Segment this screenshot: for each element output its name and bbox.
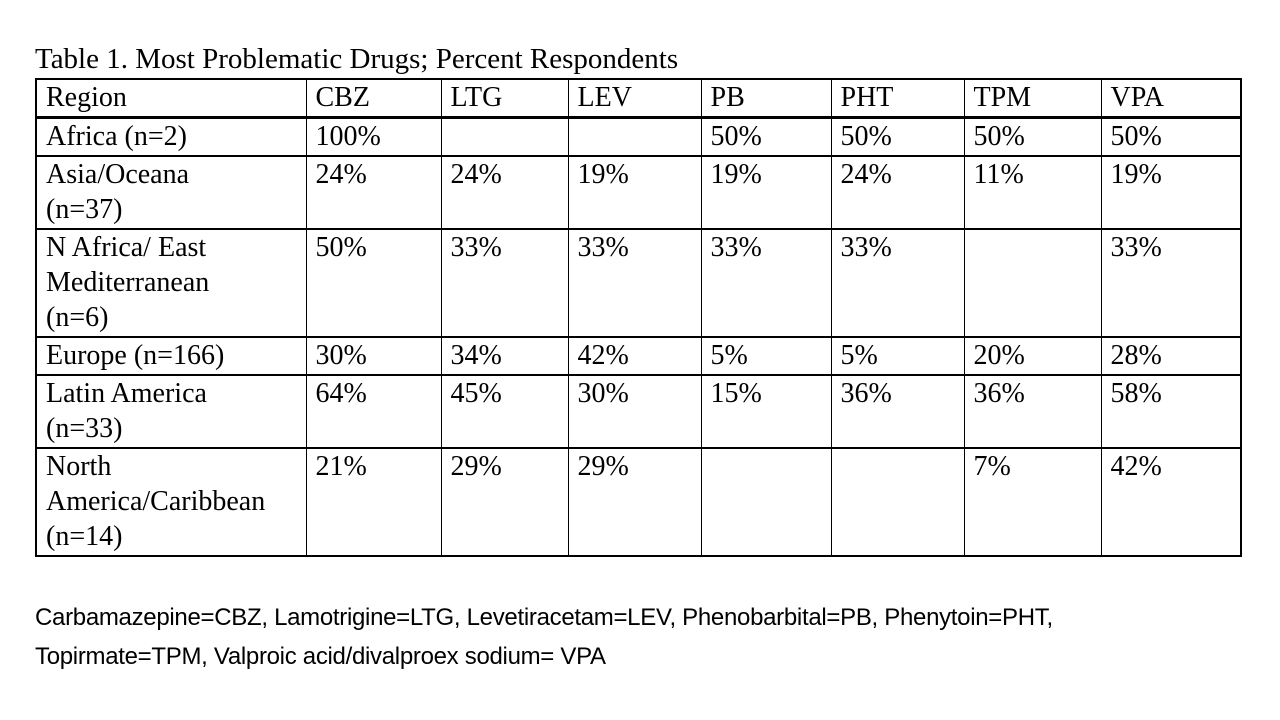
table-head: Region CBZ LTG LEV PB PHT TPM VPA: [35, 78, 1242, 119]
region-cell: Latin America (n=33): [35, 374, 307, 449]
value-cell: 36%: [963, 374, 1102, 449]
value-cell: 33%: [1100, 228, 1242, 338]
value-cell: [440, 116, 569, 157]
column-header-ltg: LTG: [440, 78, 569, 119]
value-cell: [830, 447, 965, 557]
value-cell: 24%: [830, 155, 965, 230]
value-cell: 5%: [830, 336, 965, 376]
value-cell: 42%: [567, 336, 702, 376]
region-cell: Europe (n=166): [35, 336, 307, 376]
value-cell: 45%: [440, 374, 569, 449]
region-cell: Asia/Oceana (n=37): [35, 155, 307, 230]
value-cell: [567, 116, 702, 157]
value-cell: 29%: [567, 447, 702, 557]
value-cell: 28%: [1100, 336, 1242, 376]
table-row: Africa (n=2) 100% 50% 50% 50% 50%: [35, 116, 1242, 157]
table-caption: Table 1. Most Problematic Drugs; Percent…: [35, 43, 679, 75]
value-cell: 29%: [440, 447, 569, 557]
column-header-pb: PB: [700, 78, 832, 119]
value-cell: 33%: [830, 228, 965, 338]
table-row: Asia/Oceana (n=37) 24% 24% 19% 19% 24% 11% 19%: [35, 155, 1242, 230]
table-row: Europe (n=166) 30% 34% 42% 5% 5% 20% 28%: [35, 336, 1242, 376]
column-header-lev: LEV: [567, 78, 702, 119]
value-cell: 24%: [440, 155, 569, 230]
value-cell: 5%: [700, 336, 832, 376]
value-cell: 19%: [700, 155, 832, 230]
value-cell: 36%: [830, 374, 965, 449]
value-cell: 20%: [963, 336, 1102, 376]
header-row: Region CBZ LTG LEV PB PHT TPM VPA: [35, 78, 1242, 119]
value-cell: 50%: [1100, 116, 1242, 157]
region-cell: North America/Caribbean (n=14): [35, 447, 307, 557]
value-cell: 7%: [963, 447, 1102, 557]
value-cell: 30%: [305, 336, 442, 376]
table-row: Latin America (n=33) 64% 45% 30% 15% 36% 36% 58…: [35, 374, 1242, 449]
column-header-cbz: CBZ: [305, 78, 442, 119]
value-cell: 50%: [830, 116, 965, 157]
table-row: North America/Caribbean (n=14) 21% 29% 29% 7…: [35, 447, 1242, 557]
value-cell: 19%: [1100, 155, 1242, 230]
value-cell: 58%: [1100, 374, 1242, 449]
value-cell: 33%: [567, 228, 702, 338]
value-cell: 50%: [700, 116, 832, 157]
region-cell: Africa (n=2): [35, 116, 307, 157]
value-cell: 42%: [1100, 447, 1242, 557]
value-cell: 33%: [440, 228, 569, 338]
value-cell: 15%: [700, 374, 832, 449]
value-cell: 34%: [440, 336, 569, 376]
most-problematic-drugs-table: Region CBZ LTG LEV PB PHT TPM VPA Africa (n=2) 1…: [35, 78, 1242, 557]
column-header-region: Region: [35, 78, 307, 119]
value-cell: 11%: [963, 155, 1102, 230]
column-header-tpm: TPM: [963, 78, 1102, 119]
abbreviation-footnote: Carbamazepine=CBZ, Lamotrigine=LTG, Leve…: [35, 604, 1053, 670]
column-header-vpa: VPA: [1100, 78, 1242, 119]
value-cell: 24%: [305, 155, 442, 230]
column-header-pht: PHT: [830, 78, 965, 119]
table-body: Africa (n=2) 100% 50% 50% 50% 50% Asia/Oceana …: [35, 116, 1242, 557]
value-cell: 50%: [963, 116, 1102, 157]
region-cell: N Africa/ East Mediterranean (n=6): [35, 228, 307, 338]
value-cell: 21%: [305, 447, 442, 557]
value-cell: [700, 447, 832, 557]
value-cell: 19%: [567, 155, 702, 230]
value-cell: 100%: [305, 116, 442, 157]
value-cell: 50%: [305, 228, 442, 338]
table-row: N Africa/ East Mediterranean (n=6) 50% 33%…: [35, 228, 1242, 338]
value-cell: 33%: [700, 228, 832, 338]
value-cell: 64%: [305, 374, 442, 449]
value-cell: 30%: [567, 374, 702, 449]
value-cell: [963, 228, 1102, 338]
